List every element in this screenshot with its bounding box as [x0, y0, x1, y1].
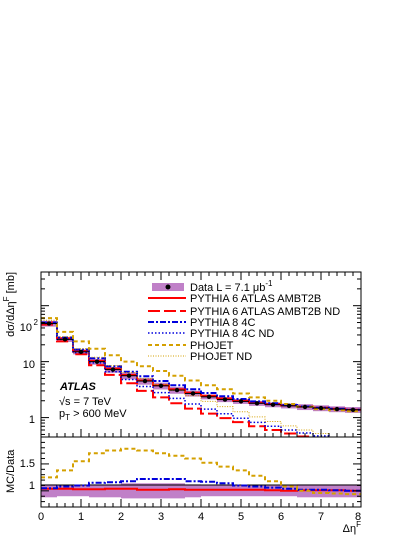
legend-swatch-data-marker: [165, 284, 171, 290]
data-point: [318, 405, 324, 411]
y-tick-label-100-exp: 2: [34, 318, 39, 327]
ratio-panel: 1 1.5 MC/Data 0 1 2 3 4 5 6 7 8 ΔηF: [5, 436, 362, 535]
y-tick-label-100: 10: [20, 322, 32, 334]
data-point: [254, 401, 260, 406]
data-point: [174, 387, 180, 393]
ratio-band-bin: [201, 485, 217, 497]
data-point: [126, 373, 132, 378]
data-point: [190, 391, 196, 396]
legend-entry-phojet: PHOJET: [148, 340, 234, 352]
atlas-label: ATLAS: [59, 381, 97, 393]
ratio-band-bin: [249, 485, 265, 497]
legend-label-pythia6: PYTHIA 6 ATLAS AMBT2B: [190, 293, 321, 305]
ratio-band-bin: [153, 483, 169, 499]
x-tick-label: 7: [318, 511, 324, 523]
ratio-band-bin: [169, 483, 185, 499]
ratio-band-bin: [105, 484, 121, 498]
data-point: [158, 383, 164, 389]
x-tick-label: 8: [355, 511, 361, 523]
energy-label: √s = 7 TeV: [59, 396, 112, 408]
data-point: [78, 349, 84, 354]
ratio-series-group: [41, 447, 361, 496]
data-point: [222, 397, 228, 402]
data-point: [142, 378, 148, 384]
data-point: [302, 404, 308, 410]
legend-entry-pythia8: PYTHIA 8 4C: [148, 317, 255, 329]
legend-entry-pythia8-nd: PYTHIA 8 4C ND: [148, 328, 274, 340]
legend-label-data: Data L = 7.1 μb-1: [190, 279, 273, 294]
data-point: [286, 403, 292, 409]
legend-entry-pythia6: PYTHIA 6 ATLAS AMBT2B: [148, 293, 321, 305]
main-panel: 1 10 10 2 dσ/dΔηF [mb] Data L = 7.1 μb-1…: [2, 271, 362, 438]
ratio-band-bin: [185, 484, 201, 498]
ratio-y-tick-label-1.5: 1.5: [20, 458, 35, 470]
legend-label-pythia8-nd: PYTHIA 8 4C ND: [190, 328, 274, 340]
x-tick-label: 5: [238, 511, 244, 523]
data-point: [62, 337, 68, 342]
ratio-band-bin: [89, 484, 105, 498]
x-tick-label: 6: [278, 511, 284, 523]
ratio-band-bin: [137, 483, 153, 499]
main-axis-ticks: [40, 271, 362, 437]
series-line-phojet-nd: [41, 319, 346, 437]
data-points: [41, 321, 361, 412]
x-tick-label: 0: [38, 511, 44, 523]
legend-label-pythia6-nd: PYTHIA 6 ATLAS AMBT2B ND: [190, 306, 340, 318]
x-tick-label: 1: [78, 511, 84, 523]
legend-label-pythia8: PYTHIA 8 4C: [190, 317, 255, 329]
data-point: [350, 407, 356, 412]
ratio-y-tick-label-1: 1: [29, 480, 35, 492]
legend-label-phojet-nd: PHOJET ND: [190, 351, 252, 363]
data-point: [206, 394, 212, 400]
x-axis-title: ΔηF: [343, 520, 361, 535]
main-y-axis-title: dσ/dΔηF [mb]: [2, 272, 17, 337]
legend: Data L = 7.1 μb-1 PYTHIA 6 ATLAS AMBT2B …: [148, 279, 340, 363]
ratio-band-bin: [73, 485, 89, 497]
ratio-band-bin: [233, 485, 249, 497]
legend-entry-pythia6-nd: PYTHIA 6 ATLAS AMBT2B ND: [148, 306, 340, 318]
ratio-line-phojet: [41, 447, 361, 496]
ratio-band-bin: [121, 483, 137, 499]
data-point: [270, 402, 276, 407]
ratio-y-axis-title: MC/Data: [5, 449, 17, 493]
legend-entry-phojet-nd: PHOJET ND: [148, 351, 252, 363]
x-tick-label: 2: [118, 511, 124, 523]
x-tick-label: 4: [198, 511, 204, 523]
data-point: [94, 359, 100, 364]
data-point: [238, 399, 244, 404]
x-tick-labels: 0 1 2 3 4 5 6 7 8: [38, 511, 361, 523]
ratio-band-bin: [57, 485, 73, 497]
y-tick-label-1: 1: [29, 414, 35, 426]
data-point: [334, 406, 340, 412]
legend-label-phojet: PHOJET: [190, 340, 234, 352]
data-point: [110, 367, 116, 372]
y-tick-label-10: 10: [23, 359, 35, 371]
data-point: [46, 321, 52, 326]
ratio-band-bin: [217, 485, 233, 497]
x-tick-label: 3: [158, 511, 164, 523]
pt-cut-label: pT > 600 MeV: [59, 408, 127, 422]
ratio-axis-ticks: [40, 441, 362, 507]
legend-entry-data: Data L = 7.1 μb-1: [152, 279, 273, 294]
